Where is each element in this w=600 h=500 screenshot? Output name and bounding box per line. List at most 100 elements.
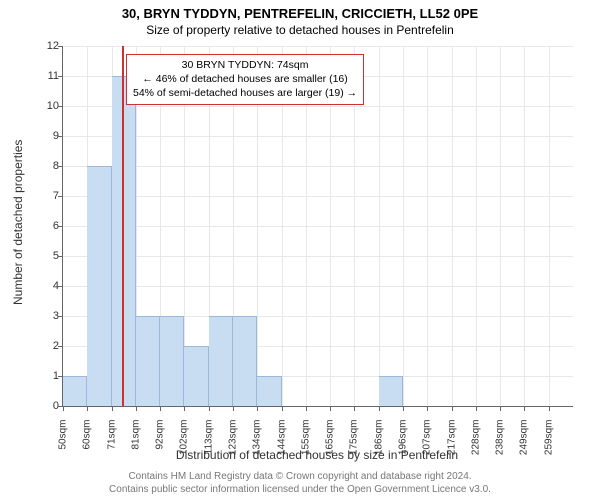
footer-credits: Contains HM Land Registry data © Crown c… xyxy=(0,470,600,496)
y-tick-label: 9 xyxy=(39,130,59,142)
x-tick-mark xyxy=(306,406,307,411)
annotation-larger-pct: 54% of semi-detached houses are larger (… xyxy=(133,86,357,100)
x-tick-label: 123sqm xyxy=(228,420,239,470)
x-tick-mark xyxy=(282,406,283,411)
histogram-bar xyxy=(209,316,233,406)
x-tick-mark xyxy=(233,406,234,411)
x-tick-label: 207sqm xyxy=(422,420,433,470)
x-tick-label: 144sqm xyxy=(276,420,287,470)
x-tick-mark xyxy=(452,406,453,411)
histogram-bar xyxy=(112,76,136,406)
x-tick-label: 71sqm xyxy=(106,420,117,470)
x-tick-mark xyxy=(476,406,477,411)
x-tick-label: 155sqm xyxy=(300,420,311,470)
x-tick-label: 92sqm xyxy=(155,420,166,470)
marker-line xyxy=(122,46,124,406)
gridline-h xyxy=(63,256,573,257)
x-tick-label: 102sqm xyxy=(179,420,190,470)
gridline-h xyxy=(63,46,573,47)
y-tick-label: 1 xyxy=(39,370,59,382)
y-tick-label: 6 xyxy=(39,220,59,232)
y-tick-mark xyxy=(58,196,63,197)
x-tick-label: 175sqm xyxy=(349,420,360,470)
y-tick-mark xyxy=(58,166,63,167)
x-tick-label: 113sqm xyxy=(203,420,214,470)
x-tick-mark xyxy=(87,406,88,411)
y-tick-label: 10 xyxy=(39,100,59,112)
x-tick-label: 217sqm xyxy=(446,420,457,470)
x-tick-mark xyxy=(209,406,210,411)
x-tick-mark xyxy=(330,406,331,411)
gridline-v xyxy=(403,46,404,406)
y-tick-label: 7 xyxy=(39,190,59,202)
gridline-v xyxy=(476,46,477,406)
histogram-bar xyxy=(160,316,184,406)
annotation-label: 30 BRYN TYDDYN: 74sqm xyxy=(133,58,357,72)
y-tick-label: 3 xyxy=(39,310,59,322)
x-tick-mark xyxy=(354,406,355,411)
y-tick-mark xyxy=(58,316,63,317)
annotation-box: 30 BRYN TYDDYN: 74sqm ← 46% of detached … xyxy=(126,54,364,105)
y-tick-mark xyxy=(58,226,63,227)
gridline-v xyxy=(500,46,501,406)
x-tick-label: 186sqm xyxy=(373,420,384,470)
y-tick-label: 0 xyxy=(39,400,59,412)
x-tick-label: 50sqm xyxy=(58,420,69,470)
x-tick-label: 134sqm xyxy=(252,420,263,470)
footer-line-1: Contains HM Land Registry data © Crown c… xyxy=(0,470,600,483)
x-tick-label: 249sqm xyxy=(519,420,530,470)
y-tick-mark xyxy=(58,46,63,47)
x-axis-label: Distribution of detached houses by size … xyxy=(62,448,572,462)
x-tick-mark xyxy=(524,406,525,411)
x-tick-mark xyxy=(257,406,258,411)
y-tick-mark xyxy=(58,346,63,347)
gridline-h xyxy=(63,196,573,197)
y-tick-mark xyxy=(58,256,63,257)
x-tick-label: 259sqm xyxy=(543,420,554,470)
x-tick-mark xyxy=(160,406,161,411)
x-tick-mark xyxy=(500,406,501,411)
histogram-bar xyxy=(63,376,87,406)
histogram-bar xyxy=(184,346,208,406)
x-tick-mark xyxy=(427,406,428,411)
gridline-h xyxy=(63,226,573,227)
gridline-v xyxy=(524,46,525,406)
histogram-bar xyxy=(257,376,281,406)
histogram-bar xyxy=(136,316,160,406)
y-tick-label: 8 xyxy=(39,160,59,172)
x-tick-mark xyxy=(379,406,380,411)
y-tick-label: 2 xyxy=(39,340,59,352)
y-tick-label: 5 xyxy=(39,250,59,262)
y-tick-label: 12 xyxy=(39,40,59,52)
gridline-v xyxy=(427,46,428,406)
gridline-h xyxy=(63,136,573,137)
x-tick-mark xyxy=(403,406,404,411)
chart-title: 30, BRYN TYDDYN, PENTREFELIN, CRICCIETH,… xyxy=(0,0,600,21)
x-tick-label: 228sqm xyxy=(470,420,481,470)
gridline-h xyxy=(63,106,573,107)
annotation-smaller-pct: ← 46% of detached houses are smaller (16… xyxy=(133,72,357,86)
histogram-bar xyxy=(379,376,403,406)
x-tick-mark xyxy=(184,406,185,411)
y-tick-mark xyxy=(58,286,63,287)
y-tick-mark xyxy=(58,106,63,107)
x-tick-label: 238sqm xyxy=(495,420,506,470)
x-tick-mark xyxy=(63,406,64,411)
x-tick-label: 81sqm xyxy=(130,420,141,470)
gridline-v xyxy=(549,46,550,406)
gridline-h xyxy=(63,286,573,287)
histogram-bar xyxy=(87,166,111,406)
x-tick-label: 196sqm xyxy=(398,420,409,470)
histogram-bar xyxy=(233,316,257,406)
chart-subtitle: Size of property relative to detached ho… xyxy=(0,21,600,37)
x-tick-mark xyxy=(549,406,550,411)
footer-line-2: Contains public sector information licen… xyxy=(0,483,600,496)
y-axis-label: Number of detached properties xyxy=(11,145,25,305)
x-tick-label: 60sqm xyxy=(82,420,93,470)
gridline-v xyxy=(379,46,380,406)
y-tick-label: 11 xyxy=(39,70,59,82)
x-tick-mark xyxy=(112,406,113,411)
gridline-h xyxy=(63,166,573,167)
gridline-v xyxy=(452,46,453,406)
x-tick-label: 165sqm xyxy=(325,420,336,470)
